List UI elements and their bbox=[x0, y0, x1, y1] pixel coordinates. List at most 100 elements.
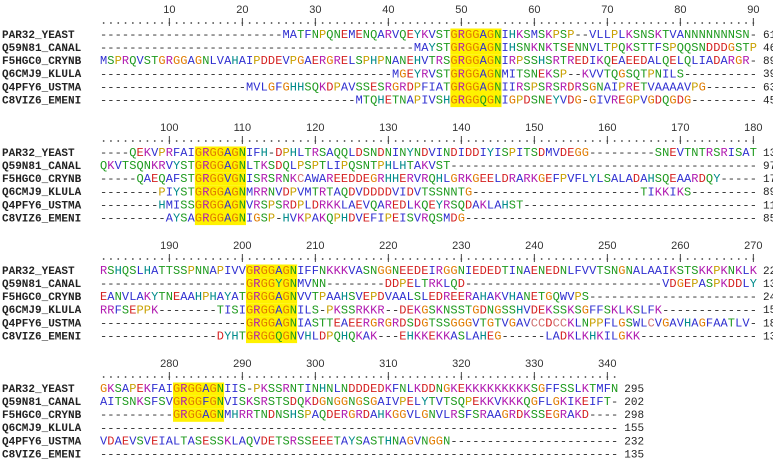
residue-count: 135 bbox=[763, 331, 773, 343]
ruler-dot bbox=[708, 258, 711, 260]
ruler-dot bbox=[321, 258, 324, 260]
ruler-dot bbox=[175, 140, 178, 142]
ruler-label: 170 bbox=[671, 122, 689, 134]
ruler-dot bbox=[591, 140, 594, 142]
ruler-dot bbox=[307, 22, 309, 24]
motif-highlight bbox=[246, 303, 298, 317]
ruler-dot bbox=[431, 258, 434, 260]
ruler-dot bbox=[613, 258, 616, 260]
ruler-dot bbox=[153, 22, 156, 24]
residue-count: 97 bbox=[763, 161, 773, 173]
ruler-dot bbox=[380, 22, 382, 24]
ruler-dot bbox=[343, 376, 346, 378]
ruler-dot bbox=[350, 22, 353, 24]
ruler-dot bbox=[372, 22, 375, 24]
ruler-dot bbox=[584, 22, 587, 24]
ruler-dot bbox=[489, 376, 492, 378]
ruler-dot bbox=[657, 22, 660, 24]
motif-highlight bbox=[194, 212, 246, 226]
ruler-dot bbox=[190, 22, 193, 24]
ruler-dot bbox=[591, 376, 594, 378]
ruler-dot bbox=[628, 140, 631, 142]
ruler-dot bbox=[621, 258, 623, 260]
ruler-dot bbox=[526, 258, 528, 260]
motif-highlight bbox=[450, 54, 502, 68]
ruler-dot bbox=[139, 22, 142, 24]
ruler-dot bbox=[548, 258, 550, 260]
residue-count: 295 bbox=[624, 384, 644, 396]
ruler-dot bbox=[438, 22, 441, 24]
motif-highlight bbox=[450, 80, 502, 94]
ruler-dot bbox=[372, 258, 375, 260]
ruler-dot bbox=[329, 258, 331, 260]
ruler-dot bbox=[701, 22, 704, 24]
ruler-dot bbox=[453, 258, 455, 260]
ruler-dot bbox=[642, 258, 645, 260]
sequence: --------PIYSTGRGGAGNMRRNVDPVMTRTAQDVDDDD… bbox=[100, 185, 757, 199]
residue-count: 114 bbox=[763, 200, 773, 212]
ruler-dot bbox=[153, 376, 156, 378]
ruler-dot bbox=[402, 140, 404, 142]
ruler-dot bbox=[292, 140, 295, 142]
ruler-dot bbox=[526, 22, 528, 24]
ruler-dot bbox=[694, 258, 696, 260]
ruler-dot bbox=[394, 376, 397, 378]
ruler-dot bbox=[511, 140, 514, 142]
ruler-dot bbox=[672, 22, 674, 24]
ruler-dot bbox=[438, 258, 441, 260]
ruler-dot bbox=[146, 22, 149, 24]
ruler-dot bbox=[511, 258, 514, 260]
ruler-dot bbox=[336, 22, 339, 24]
ruler-dot bbox=[110, 258, 112, 260]
ruler-label: 40 bbox=[382, 4, 394, 16]
sequence-name: F5HGC0_CRYNB bbox=[2, 56, 82, 68]
ruler-dot bbox=[504, 140, 507, 142]
ruler-dot bbox=[219, 258, 222, 260]
ruler-dot bbox=[657, 258, 660, 260]
motif-highlight bbox=[173, 408, 225, 422]
ruler-dot bbox=[540, 376, 543, 378]
ruler-dot bbox=[548, 140, 550, 142]
ruler-dot bbox=[467, 376, 470, 378]
ruler-dot bbox=[599, 22, 601, 24]
motif-highlight bbox=[246, 316, 298, 330]
ruler-dot bbox=[277, 258, 280, 260]
ruler-dot bbox=[584, 140, 587, 142]
ruler-dot bbox=[394, 140, 397, 142]
ruler-dot bbox=[153, 258, 156, 260]
sequence-name: Q6CMJ9_KLULA bbox=[2, 69, 82, 81]
ruler-dot bbox=[569, 22, 572, 24]
ruler-dot bbox=[263, 376, 266, 378]
ruler-dot bbox=[599, 376, 601, 378]
ruler-dot bbox=[131, 22, 134, 24]
ruler-dot bbox=[642, 140, 645, 142]
ruler-dot bbox=[285, 22, 288, 24]
ruler-dot bbox=[496, 258, 499, 260]
ruler-dot bbox=[219, 376, 222, 378]
ruler-dot bbox=[409, 140, 412, 142]
sequence-name: Q4PFY6_USTMA bbox=[2, 436, 82, 448]
sequence: EANVLAKYTNEAAHPHAYATGRGGAGNVVTPAAHSVEPDV… bbox=[100, 290, 757, 304]
ruler-dot bbox=[467, 22, 470, 24]
ruler-dot bbox=[445, 376, 448, 378]
sequence: --------------------MVLGFGHHSQKDPAVSSESR… bbox=[100, 81, 757, 95]
ruler-dot bbox=[504, 22, 507, 24]
ruler-dot bbox=[613, 22, 616, 24]
ruler-dot bbox=[234, 22, 236, 24]
ruler-dot bbox=[562, 140, 565, 142]
ruler-dot bbox=[664, 140, 667, 142]
ruler-dot bbox=[475, 22, 477, 24]
ruler-dot bbox=[292, 376, 295, 378]
ruler-dot bbox=[263, 140, 266, 142]
ruler-dot bbox=[197, 258, 200, 260]
ruler-dot bbox=[102, 376, 105, 378]
ruler-dot bbox=[416, 140, 419, 142]
ruler-label: 30 bbox=[309, 4, 321, 16]
ruler-dot bbox=[394, 258, 397, 260]
ruler-dot bbox=[482, 258, 485, 260]
residue-count: 46 bbox=[763, 43, 773, 55]
ruler-dot bbox=[161, 376, 163, 378]
ruler-label: 320 bbox=[452, 358, 470, 370]
sequence: ----------GRGGAGNMHRRTNDNSHSPAQDERGRDAHK… bbox=[100, 408, 618, 422]
ruler-dot bbox=[686, 258, 689, 260]
